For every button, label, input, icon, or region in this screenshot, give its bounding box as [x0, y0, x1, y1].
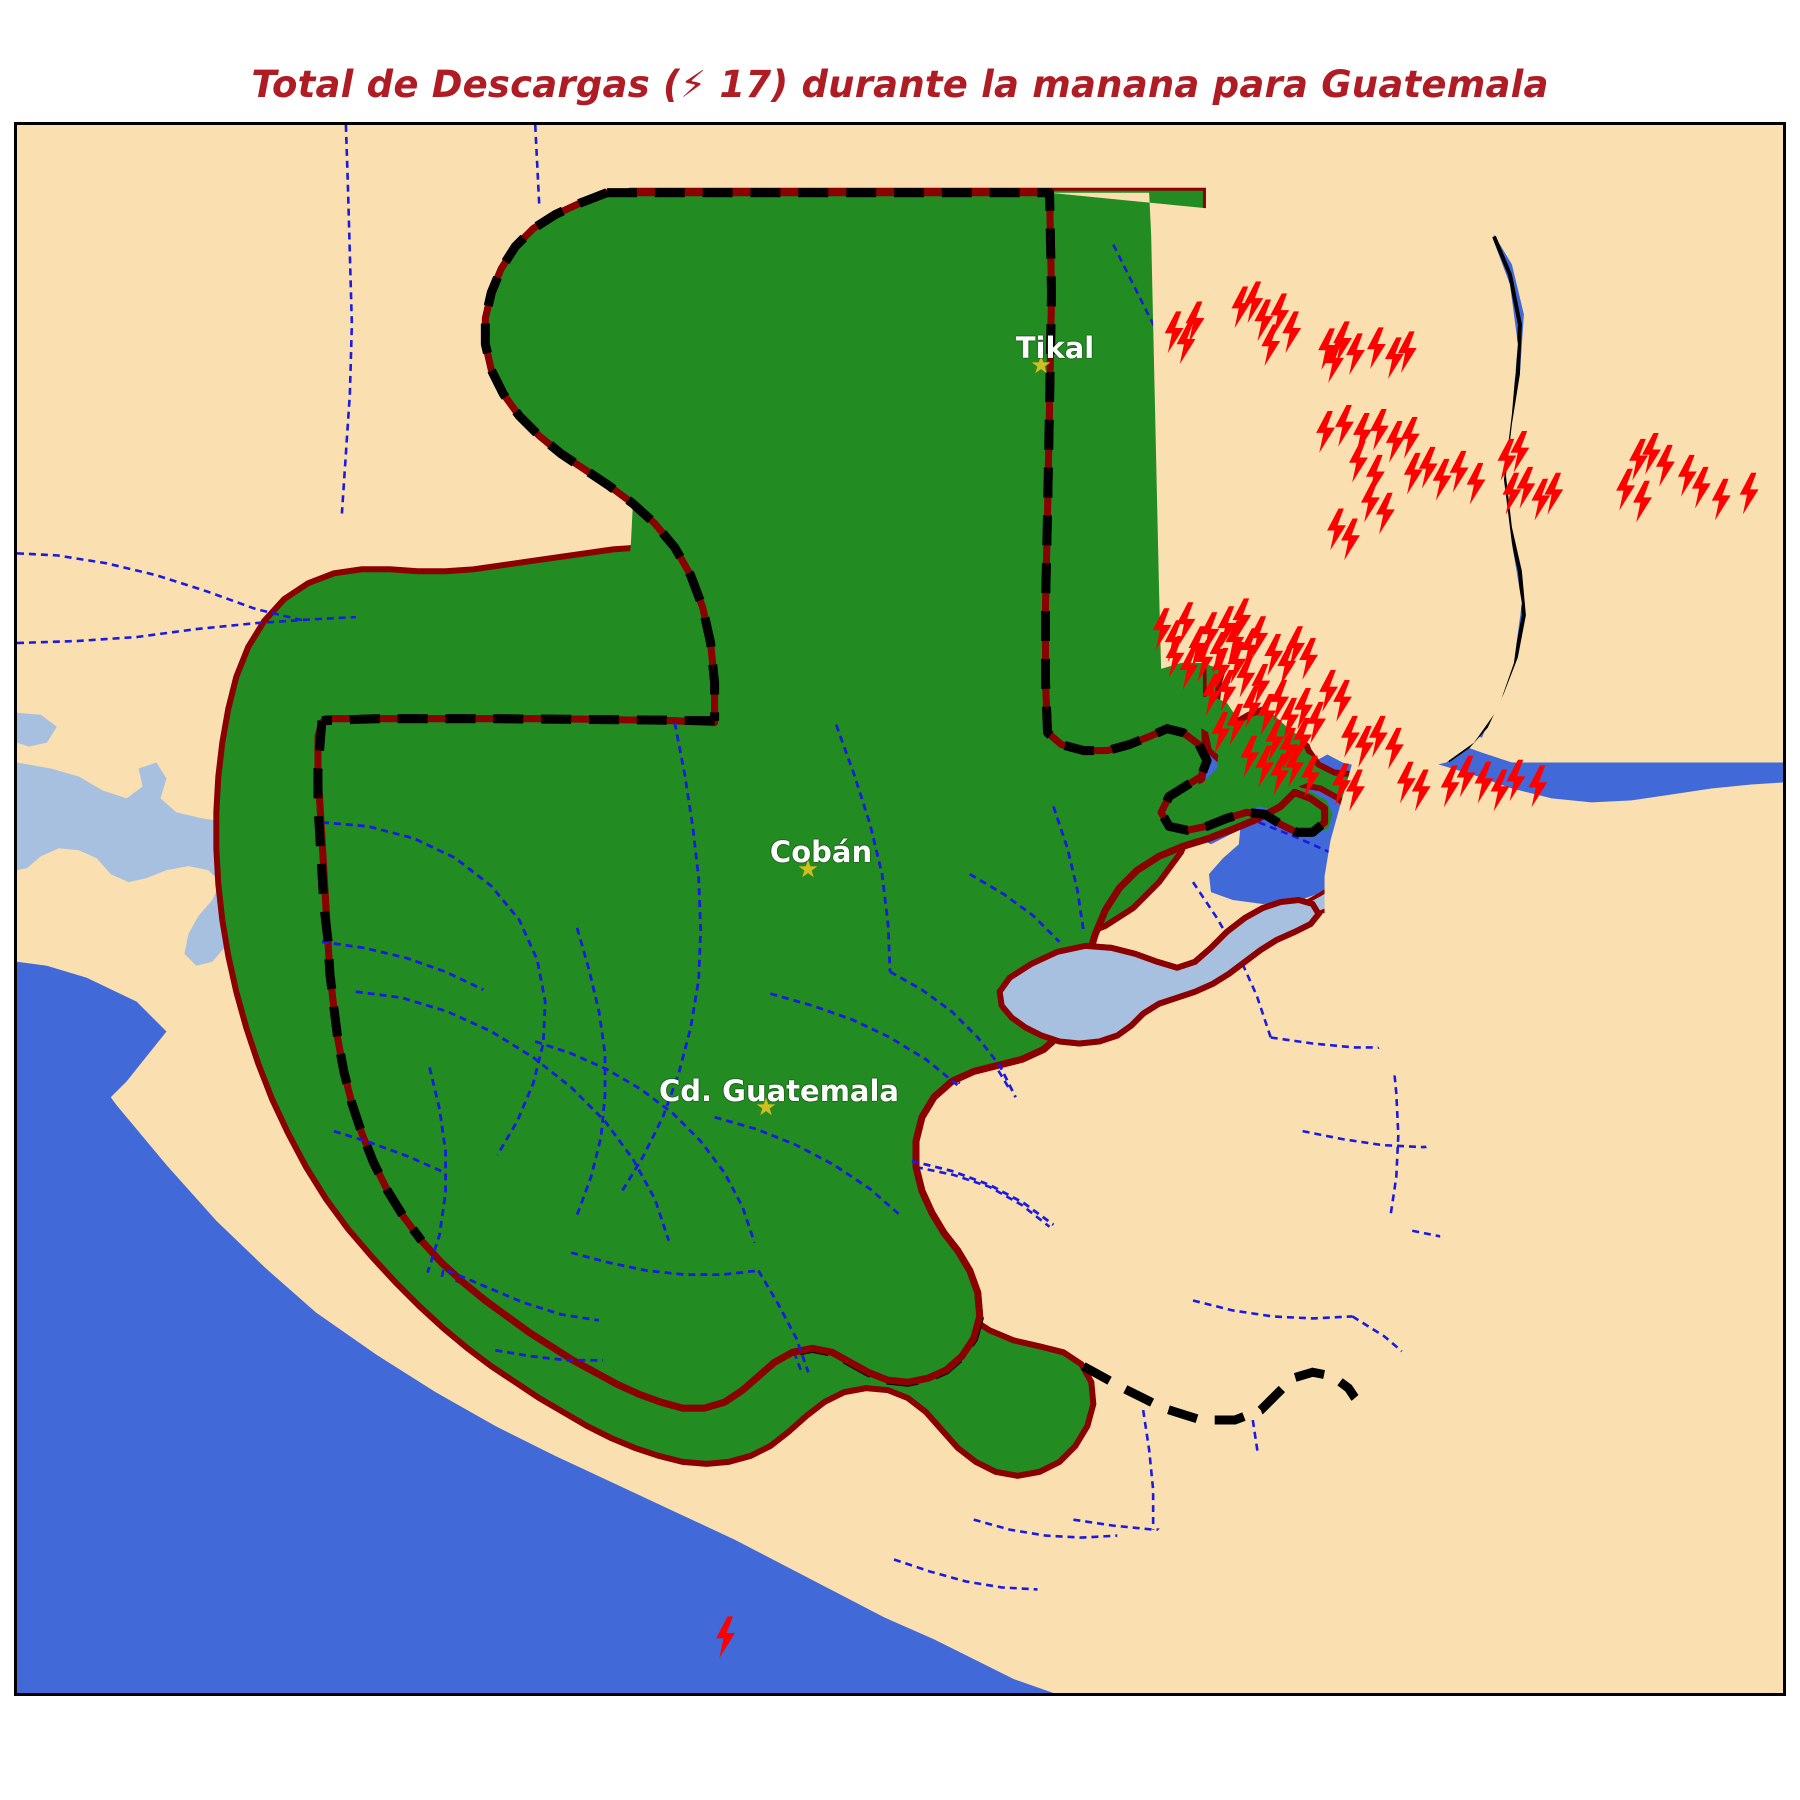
lake-izabal-top: [996, 896, 1323, 1047]
lightning-bolt-icon: [1633, 480, 1652, 523]
lightning-bolt-icon: [1739, 472, 1759, 515]
map-title-line-1: Total de Descargas (⚡ 17) durante la man…: [251, 63, 1549, 107]
lightning-bolt-icon: [1616, 468, 1635, 511]
guatemala-department-boundaries: [321, 722, 1085, 1373]
lightning-bolt-icon: [1164, 311, 1184, 354]
lightning-bolt-icon: [1341, 715, 1360, 758]
lightning-bolt-icon: [1510, 430, 1530, 473]
lightning-strike-layer: [716, 281, 1759, 1659]
honduras-mainland: [1073, 758, 1783, 1693]
lightning-bolt-icon: [1333, 679, 1352, 722]
pacific-ocean-northwest: [17, 961, 167, 1181]
lightning-bolt-icon: [1456, 755, 1476, 798]
city-star-icon: ★: [755, 1093, 777, 1121]
lightning-bolt-icon: [1264, 634, 1284, 676]
city-label-tikal: Tikal: [1015, 331, 1095, 365]
caribbean-cays: [1535, 240, 1772, 502]
lightning-bolt-icon: [1366, 327, 1386, 370]
lightning-bolt-icon: [1226, 703, 1246, 746]
lightning-bolt-icon: [1368, 715, 1388, 758]
lightning-bolt-icon: [1349, 440, 1368, 483]
lightning-bolt-icon: [1677, 454, 1697, 497]
lightning-bolt-icon: [1316, 410, 1335, 453]
map-frame[interactable]: ★ Tikal ★ Cobán ★ Cd. Guatemala: [14, 122, 1786, 1696]
lightning-bolt-icon: [1440, 765, 1460, 808]
lightning-bolt-icon: [1341, 518, 1360, 561]
lightning-bolt-icon: [1152, 608, 1172, 650]
lightning-bolt-icon: [1211, 711, 1231, 754]
lightning-bolt-icon: [1418, 446, 1438, 489]
lightning-bolt-icon: [1301, 755, 1321, 798]
guatemala-outline-shape[interactable]: [536, 190, 1333, 835]
lightning-bolt-icon: [1346, 769, 1365, 812]
lightning-bolt-icon: [1369, 408, 1389, 451]
lightning-bolt-icon: [1449, 450, 1469, 493]
lightning-bolt-icon: [1506, 759, 1526, 802]
lightning-bolt-icon: [1411, 769, 1431, 812]
guatemala-border-overlay-west: [480, 188, 720, 721]
city-label-cd-guatemala: Cd. Guatemala: [658, 1074, 900, 1108]
lightning-bolt-icon: [1385, 420, 1405, 463]
lightning-bolt-icon: [1396, 761, 1416, 804]
map-basemap: [17, 125, 1783, 1693]
city-star-icon: ★: [1030, 351, 1052, 379]
lightning-bolt-icon: [1165, 636, 1185, 678]
lightning-bolt-icon: [1231, 286, 1251, 329]
lightning-bolt-icon: [1384, 727, 1404, 770]
lightning-bolts: [716, 281, 1759, 1659]
lightning-bolt-icon: [1502, 472, 1522, 515]
lightning-bolt-icon: [1528, 765, 1548, 808]
lightning-bolt-icon: [1355, 725, 1374, 768]
lightning-bolt-icon: [1516, 466, 1536, 509]
lightning-bolt-icon: [1240, 735, 1260, 778]
pacific-ocean: [17, 981, 1054, 1693]
lightning-bolt-icon: [1335, 404, 1354, 447]
lightning-bolt-icon: [1474, 761, 1494, 804]
lightning-bolt-icon: [1384, 337, 1404, 380]
lightning-bolt-icon: [1185, 301, 1205, 344]
lightning-bolt-icon: [1400, 416, 1420, 459]
lightning-bolt-icon: [1711, 478, 1731, 521]
lightning-bolt-icon: [1360, 480, 1380, 523]
lightning-bolt-icon: [1327, 508, 1346, 551]
city-star-icon: ★: [797, 855, 819, 883]
lightning-bolt-icon: [716, 1616, 736, 1659]
lightning-bolt-icon: [1332, 763, 1351, 806]
city-label-cob-n: Cobán: [769, 835, 873, 869]
guatemala-border-overlay-southwest: [313, 720, 426, 1244]
guatemala-border-overlay-peten: [321, 714, 715, 726]
lightning-bolt-icon: [1490, 769, 1510, 812]
lightning-bolt-icon: [1403, 452, 1423, 495]
lightning-bolt-icon: [1466, 462, 1486, 505]
lightning-bolt-icon: [1282, 311, 1302, 354]
lightning-bolt-icon: [1629, 438, 1648, 481]
